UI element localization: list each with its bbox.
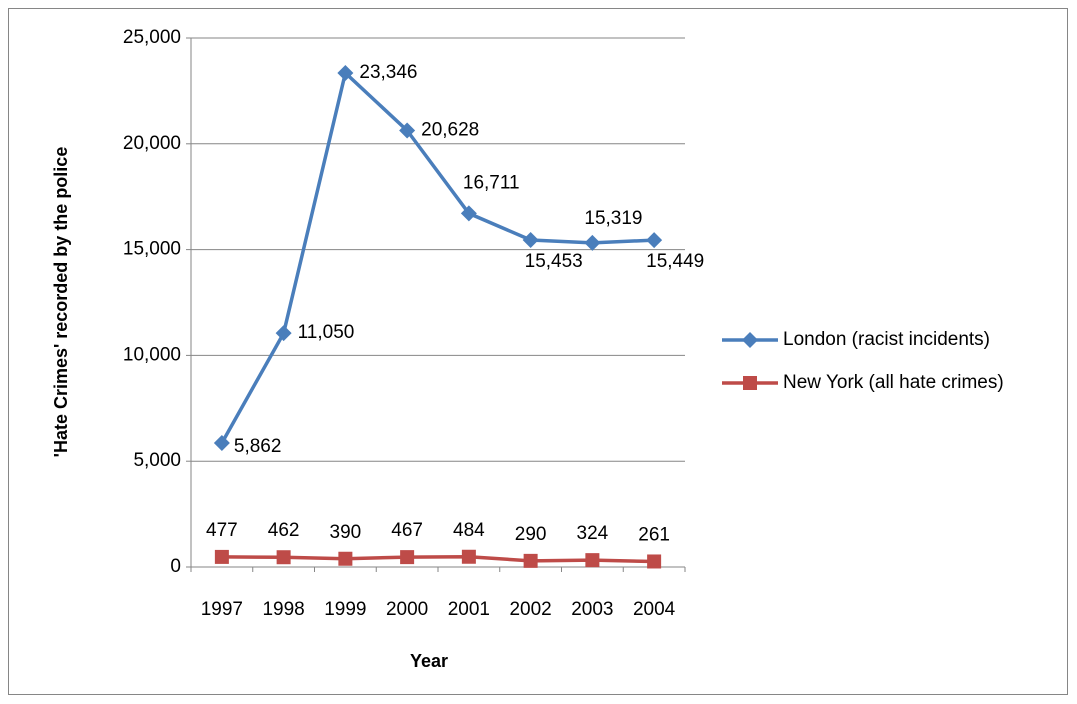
- y-tick-label: 5,000: [133, 450, 181, 471]
- x-tick-label: 2004: [633, 599, 676, 620]
- data-point: [646, 232, 663, 249]
- data-label: 15,453: [525, 251, 583, 272]
- data-label: 5,862: [234, 436, 282, 457]
- data-point: [522, 232, 539, 249]
- data-point: [275, 325, 292, 342]
- data-point: [338, 551, 353, 566]
- legend-label: London (racist incidents): [783, 329, 990, 350]
- data-label: 467: [391, 520, 423, 541]
- legend-marker: [742, 332, 758, 348]
- x-tick-label: 2000: [386, 599, 428, 620]
- data-point: [214, 549, 229, 564]
- data-label: 484: [453, 520, 485, 541]
- data-label: 390: [330, 522, 362, 543]
- data-point: [213, 434, 230, 451]
- x-tick-label: 1997: [201, 599, 243, 620]
- y-tick-label: 20,000: [123, 133, 181, 154]
- y-tick-label: 10,000: [123, 344, 181, 365]
- x-tick-label: 2002: [509, 599, 551, 620]
- y-axis-title: 'Hate Crimes' recorded by the police: [51, 147, 71, 458]
- legend-marker: [743, 376, 757, 390]
- y-tick-label: 15,000: [123, 239, 181, 260]
- data-point: [399, 122, 416, 139]
- data-point: [276, 550, 291, 565]
- x-tick-label: 1999: [324, 599, 366, 620]
- x-tick-label: 2001: [448, 599, 490, 620]
- data-point: [461, 549, 476, 564]
- data-point: [337, 64, 354, 81]
- data-label: 324: [577, 523, 609, 544]
- data-point: [585, 553, 600, 568]
- x-axis-title: Year: [410, 651, 448, 671]
- legend-label: New York (all hate crimes): [783, 372, 1004, 393]
- data-label: 477: [206, 520, 238, 541]
- data-point: [400, 550, 415, 565]
- data-label: 15,319: [584, 208, 642, 229]
- data-point: [584, 234, 601, 251]
- data-point: [523, 553, 538, 568]
- data-label: 261: [638, 524, 670, 545]
- chart-frame: [8, 8, 1068, 695]
- y-tick-label: 0: [170, 556, 181, 577]
- data-point: [647, 554, 662, 569]
- data-label: 16,711: [463, 172, 520, 193]
- series-line: [220, 69, 655, 444]
- data-label: 20,628: [421, 120, 479, 141]
- y-tick-label: 25,000: [123, 27, 181, 48]
- data-label: 23,346: [359, 62, 417, 83]
- x-tick-label: 1998: [262, 599, 304, 620]
- data-point: [460, 205, 477, 222]
- x-tick-label: 2003: [571, 599, 613, 620]
- series-line: [221, 555, 655, 564]
- data-label: 290: [515, 524, 547, 545]
- data-label: 462: [268, 520, 300, 541]
- data-label: 11,050: [298, 322, 355, 343]
- data-label: 15,449: [646, 251, 704, 272]
